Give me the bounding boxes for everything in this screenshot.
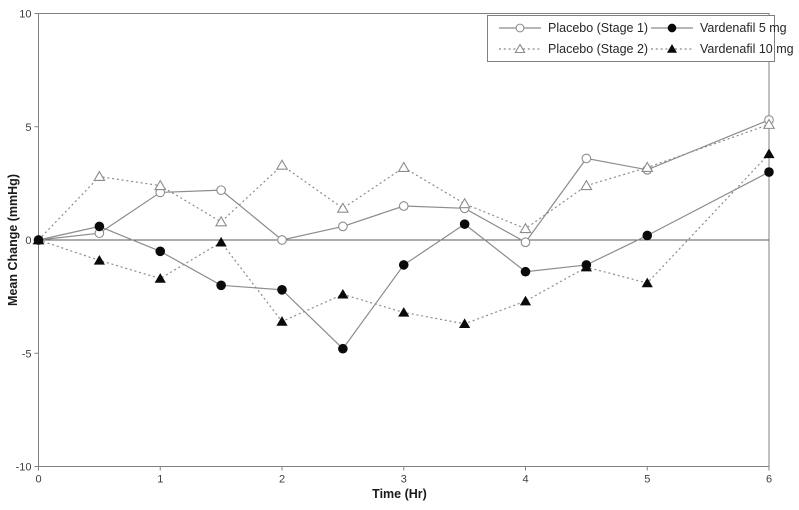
x-tick-label: 3 — [401, 474, 407, 486]
x-axis-ticks: 0 1 2 3 4 5 6 — [35, 466, 772, 486]
open-triangle-marker — [641, 161, 654, 172]
legend-label-placebo-stage-2: Placebo (Stage 2) — [548, 42, 649, 57]
y-tick-label: -10 — [16, 462, 32, 474]
filled-circle-marker — [94, 221, 105, 232]
x-tick-label: 4 — [522, 474, 528, 486]
open-triangle-marker — [514, 43, 526, 54]
open-circle-marker — [520, 237, 531, 248]
series-placebo-stage-1- — [38, 119, 770, 244]
filled-triangle-marker — [398, 307, 410, 317]
series-placebo-stage-2- — [38, 123, 770, 241]
filled-triangle-marker — [154, 273, 166, 283]
y-axis-title-text: Mean Change (mmHg) — [6, 174, 20, 306]
filled-circle-marker — [398, 260, 409, 270]
open-circle-marker — [515, 23, 525, 33]
series-line — [38, 119, 770, 244]
legend-label-vardenafil-10mg: Vardenafil 10 mg — [700, 42, 794, 57]
x-tick-label: 0 — [35, 474, 41, 486]
open-triangle-marker — [154, 179, 167, 191]
series-line — [38, 123, 770, 241]
open-circle-marker — [338, 221, 348, 232]
filled-triangle-marker — [337, 288, 349, 299]
filled-triangle-marker — [580, 261, 592, 272]
y-tick-label: 5 — [25, 122, 31, 134]
x-tick-label: 5 — [644, 474, 650, 486]
filled-triangle-marker — [459, 318, 471, 329]
legend-marker-open-circle-icon — [499, 23, 541, 33]
filled-circle-marker — [216, 280, 226, 291]
legend-item-placebo-stage-1: Placebo (Stage 1) — [490, 17, 648, 39]
legend-box: Placebo (Stage 1) Vardenafil 5 mg Placeb… — [487, 15, 794, 62]
open-circle-marker — [581, 153, 592, 164]
open-circle-marker — [277, 235, 287, 245]
filled-triangle-marker — [519, 295, 532, 306]
legend-item-vardenafil-5mg: Vardenafil 5 mg — [642, 17, 794, 39]
filled-circle-marker — [520, 266, 531, 277]
legend-label-vardenafil-5mg: Vardenafil 5 mg — [700, 20, 787, 35]
open-triangle-marker — [397, 161, 410, 172]
x-axis-title: Time (Hr) — [0, 487, 799, 501]
x-tick-label: 2 — [279, 474, 285, 486]
legend-item-placebo-stage-2: Placebo (Stage 2) — [490, 39, 648, 61]
legend-marker-filled-circle-icon — [651, 23, 693, 33]
filled-triangle-marker — [93, 254, 105, 265]
filled-triangle-marker — [763, 148, 775, 159]
filled-circle-marker — [338, 343, 348, 354]
y-tick-label: -5 — [22, 348, 32, 360]
open-circle-marker — [398, 201, 409, 211]
open-triangle-marker — [336, 202, 350, 213]
series-vardenafil-5-mg — [38, 171, 770, 350]
filled-triangle-marker — [32, 234, 45, 245]
open-triangle-marker — [519, 222, 532, 234]
open-triangle-marker — [762, 118, 776, 129]
x-tick-label: 6 — [766, 474, 772, 486]
filled-triangle-marker — [276, 316, 288, 326]
open-triangle-marker — [214, 215, 228, 227]
legend-marker-filled-triangle-icon — [651, 44, 693, 54]
series-markers-vardenafil-5-mg — [33, 167, 774, 354]
filled-triangle-marker — [666, 44, 678, 54]
filled-circle-marker — [459, 219, 470, 229]
open-triangle-marker — [93, 170, 106, 182]
open-triangle-marker — [275, 159, 289, 170]
series-vardenafil-10-mg — [38, 153, 770, 325]
open-circle-marker — [216, 185, 226, 196]
x-axis-title-text: Time (Hr) — [372, 487, 427, 501]
filled-triangle-marker — [215, 236, 227, 247]
filled-circle-marker — [667, 23, 677, 33]
open-triangle-marker — [458, 197, 471, 209]
y-axis-title: Mean Change (mmHg) — [6, 174, 20, 306]
y-tick-label: 10 — [19, 9, 31, 21]
legend-item-vardenafil-10mg: Vardenafil 10 mg — [642, 39, 794, 61]
open-triangle-marker — [580, 179, 593, 191]
filled-circle-marker — [764, 167, 774, 177]
series-markers-vardenafil-10-mg — [32, 148, 775, 329]
series-line — [38, 153, 770, 325]
x-tick-label: 1 — [157, 474, 163, 486]
series-markers-placebo-stage-2- — [32, 118, 776, 245]
filled-circle-marker — [642, 230, 653, 241]
filled-circle-marker — [277, 285, 287, 295]
legend-label-placebo-stage-1: Placebo (Stage 1) — [548, 20, 649, 35]
filled-circle-marker — [155, 246, 166, 257]
filled-triangle-marker — [641, 277, 653, 288]
series-line — [38, 171, 770, 350]
y-tick-label: 0 — [25, 235, 31, 247]
legend-marker-open-triangle-icon — [499, 43, 541, 54]
